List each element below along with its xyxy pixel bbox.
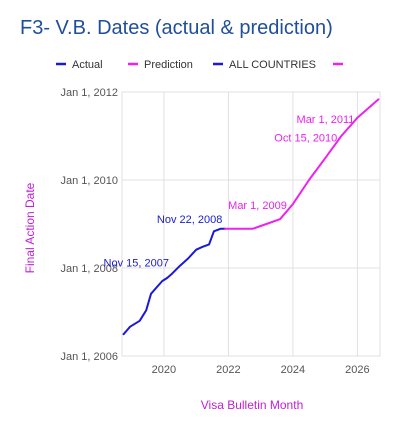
annotation-layer: Nov 15, 2007 Nov 22, 2008 Mar 1, 2009 Oct 1… [104,114,355,270]
y-tick-label: Jan 1, 2012 [61,87,119,99]
series-line-prediction [224,98,380,230]
axis-layer: Jan 1, 2006 Jan 1, 2008 Jan 1, 2010 Jan 1, … [61,87,370,376]
x-tick-label: 2020 [152,364,176,376]
legend-label: Prediction [144,59,193,71]
series-layer [122,98,380,336]
data-label: Nov 15, 2007 [104,258,169,270]
y-tick-label: Jan 1, 2008 [61,263,119,275]
x-tick-label: 2026 [345,364,369,376]
data-label: Nov 22, 2008 [157,214,222,226]
x-tick-label: 2022 [216,364,240,376]
data-label: Oct 15, 2010 [274,132,337,144]
data-label: Mar 1, 2011 [297,114,355,126]
legend-label: ALL COUNTRIES [229,59,316,71]
data-label: Mar 1, 2009 [228,200,287,212]
legend: Actual Prediction ALL COUNTRIES [56,59,343,71]
x-tick-label: 2024 [281,364,305,376]
y-tick-label: Jan 1, 2006 [61,351,119,363]
x-axis-title: Visa Bulletin Month [201,398,304,412]
legend-label: Actual [72,59,103,71]
grid-layer [121,91,381,357]
series-line-actual [122,227,227,336]
y-tick-label: Jan 1, 2010 [61,175,119,187]
chart-title: F3- V.B. Dates (actual & prediction) [20,17,333,39]
y-axis-title: Final Action Date [23,182,37,273]
